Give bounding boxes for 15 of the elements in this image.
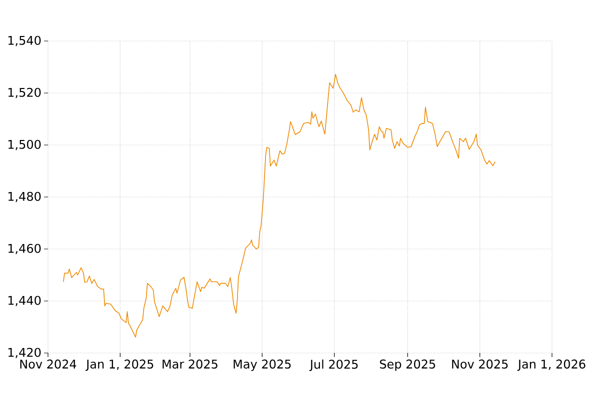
- x-tick-label: Nov 2025: [452, 360, 508, 369]
- y-tick-label: 1,520: [8, 88, 41, 98]
- x-tick-label: May 2025: [234, 360, 291, 371]
- y-tick-label: 1,500: [8, 140, 41, 150]
- x-tick-label: Mar 2025: [162, 360, 218, 369]
- x-tick-label: Sep 2025: [380, 360, 436, 371]
- y-tick-label: 1,480: [8, 192, 41, 202]
- x-tick-label: Jan 1, 2025: [85, 360, 154, 371]
- y-tick-label: 1,460: [8, 244, 41, 254]
- y-tick-label: 1,540: [8, 36, 41, 46]
- x-tick-label: Nov 2024: [20, 360, 76, 369]
- x-tick-label: Jan 1, 2026: [517, 360, 586, 371]
- x-tick-label: Jul 2025: [309, 360, 358, 372]
- y-tick-label: 1,440: [8, 296, 41, 306]
- y-tick-label: 1,420: [8, 348, 41, 358]
